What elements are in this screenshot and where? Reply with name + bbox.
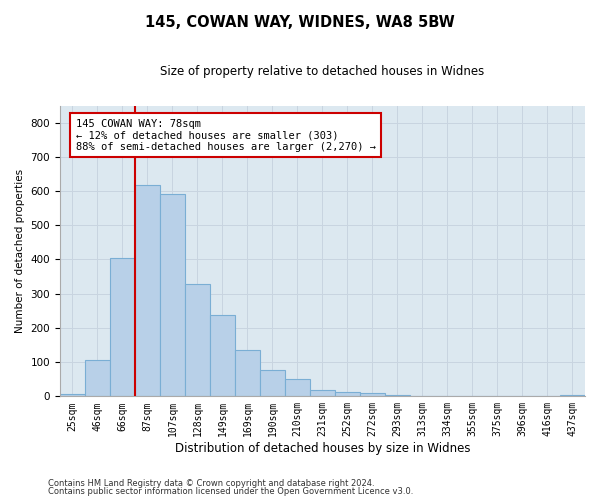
Bar — [335, 392, 360, 396]
Text: 145 COWAN WAY: 78sqm
← 12% of detached houses are smaller (303)
88% of semi-deta: 145 COWAN WAY: 78sqm ← 12% of detached h… — [76, 118, 376, 152]
Bar — [260, 370, 285, 396]
Y-axis label: Number of detached properties: Number of detached properties — [15, 169, 25, 333]
Bar — [285, 379, 310, 396]
Bar — [160, 194, 185, 396]
Bar — [210, 316, 235, 396]
Bar — [135, 186, 160, 396]
Bar — [235, 350, 260, 397]
X-axis label: Distribution of detached houses by size in Widnes: Distribution of detached houses by size … — [175, 442, 470, 455]
Bar — [360, 393, 385, 396]
Bar — [310, 390, 335, 396]
Bar — [85, 360, 110, 397]
Text: Contains public sector information licensed under the Open Government Licence v3: Contains public sector information licen… — [48, 487, 413, 496]
Text: 145, COWAN WAY, WIDNES, WA8 5BW: 145, COWAN WAY, WIDNES, WA8 5BW — [145, 15, 455, 30]
Bar — [110, 258, 135, 396]
Bar — [60, 394, 85, 396]
Bar — [185, 284, 210, 397]
Title: Size of property relative to detached houses in Widnes: Size of property relative to detached ho… — [160, 65, 485, 78]
Bar — [385, 394, 410, 396]
Bar — [560, 394, 585, 396]
Text: Contains HM Land Registry data © Crown copyright and database right 2024.: Contains HM Land Registry data © Crown c… — [48, 478, 374, 488]
